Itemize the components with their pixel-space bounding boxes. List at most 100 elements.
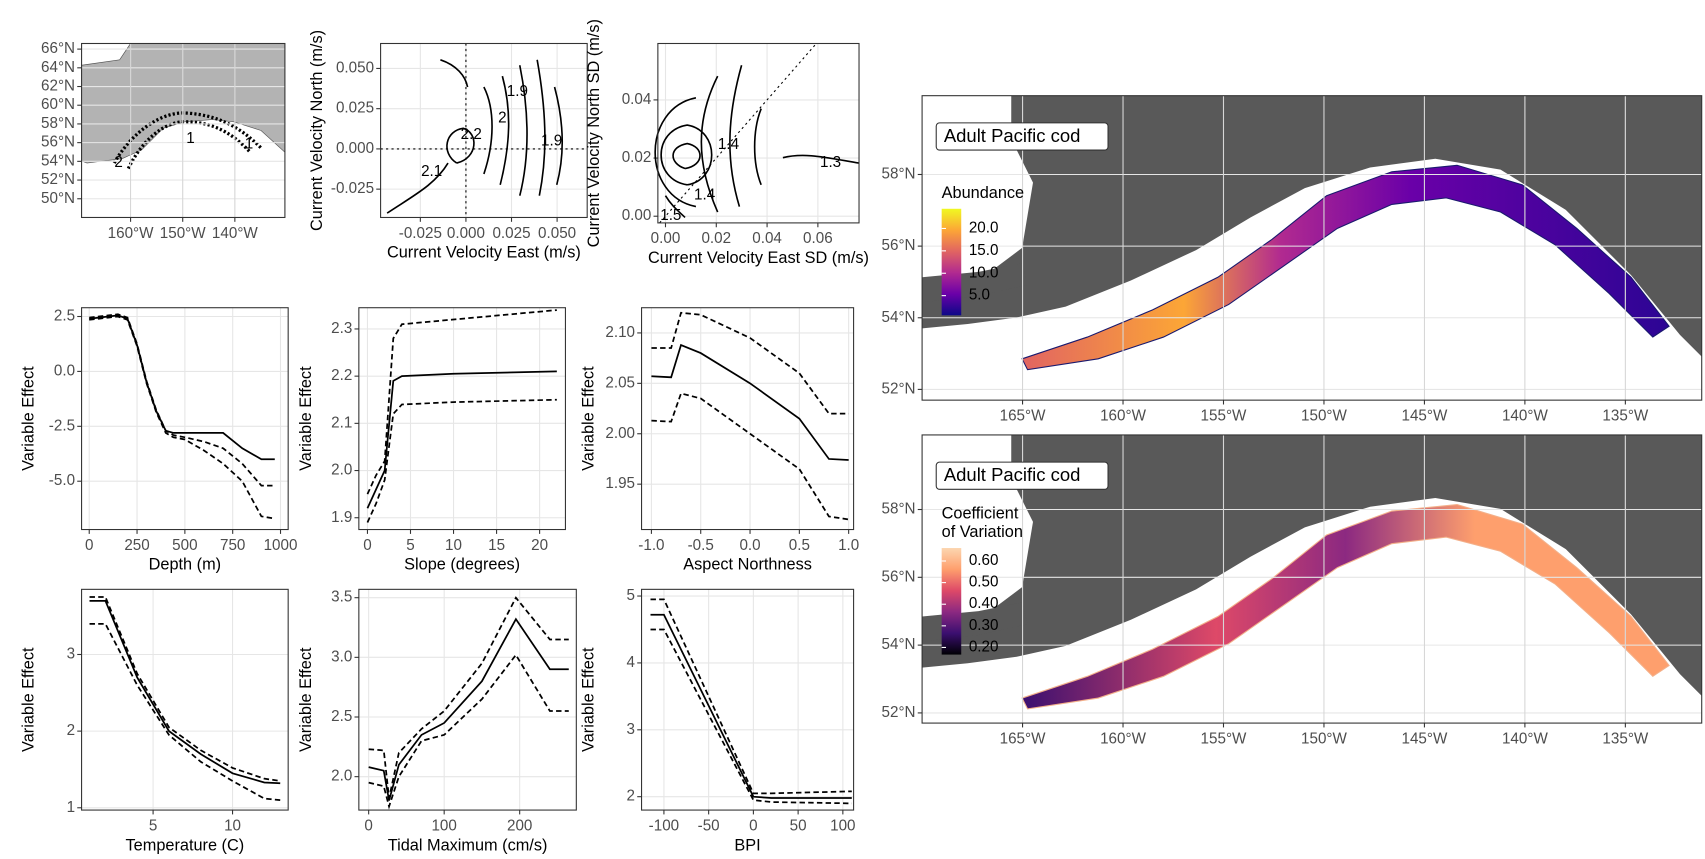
- x-tick-label: 20: [531, 537, 548, 554]
- contour-label: 1.9: [507, 83, 528, 100]
- plot-background: [641, 307, 854, 530]
- y-tick-label: 2.5: [54, 308, 75, 325]
- effect-line: [651, 392, 849, 521]
- x-tick-label: 250: [124, 537, 149, 554]
- x-tick-label: 5: [149, 817, 157, 834]
- y-tick-label: -2.5: [49, 417, 75, 434]
- y-tick-label: 2.00: [605, 425, 635, 442]
- panel: 165°W 160°W 155°W 150°W 145°W 140°W 135°W 58°N 5…: [882, 95, 1703, 424]
- x-tick-label: 0: [364, 817, 372, 834]
- x-tick-label: 140°W: [1502, 730, 1548, 747]
- x-tick-label: 145°W: [1402, 730, 1448, 747]
- x-tick-label: -0.025: [399, 225, 442, 242]
- plot-background: [641, 589, 854, 811]
- y-tick-label: 58°N: [882, 501, 916, 518]
- effect-line: [366, 398, 557, 523]
- effect-line: [368, 617, 569, 801]
- y-tick-label: 2.5: [331, 708, 352, 725]
- x-tick-label: -1.0: [638, 537, 664, 554]
- effect-line: [651, 343, 849, 461]
- contour-label: 2.2: [461, 126, 482, 143]
- y-tick-label: 0.00: [622, 207, 652, 224]
- effect-line: [89, 314, 275, 461]
- x-tick-label: 0.050: [538, 225, 576, 242]
- map-title: Adult Pacific cod: [944, 125, 1081, 146]
- x-tick-label: 140°W: [1502, 407, 1548, 424]
- x-tick-label: 0.5: [789, 537, 810, 554]
- y-tick-label: -0.025: [331, 180, 374, 197]
- x-tick-label: 0.000: [447, 225, 485, 242]
- contour-label: 1.4: [694, 187, 716, 204]
- y-axis-title: Variable Effect: [297, 366, 315, 471]
- plot-background: [657, 43, 860, 223]
- colorbar: [941, 548, 962, 655]
- panel: 5 10 1 2 3 Temperature (C) Variable Effect: [20, 588, 289, 854]
- contour-label: 1: [245, 136, 253, 153]
- y-axis-title: Current Velocity North (m/s): [308, 30, 326, 231]
- x-axis-title: Temperature (C): [126, 836, 245, 854]
- x-tick-label: 500: [172, 537, 197, 554]
- x-tick-label: 100: [431, 817, 456, 834]
- y-tick-label: 3: [627, 721, 635, 738]
- effect-line: [650, 598, 852, 795]
- y-tick-label: 5: [627, 587, 635, 604]
- velocity-contours: [386, 59, 564, 214]
- y-axis-title: Variable Effect: [580, 366, 598, 471]
- y-tick-label: 54°N: [41, 152, 75, 169]
- x-tick-label: 0.04: [752, 230, 782, 247]
- x-tick-label: 0.0: [739, 537, 760, 554]
- y-tick-label: 2.10: [605, 324, 635, 341]
- y-tick-label: 56°N: [882, 568, 916, 585]
- panel-border: [358, 307, 566, 531]
- panel-border: [641, 588, 855, 811]
- map-top-base: [922, 95, 1702, 401]
- effect-line: [89, 596, 281, 782]
- map-title-box: [935, 122, 1109, 151]
- x-tick-label: 140°W: [212, 225, 258, 242]
- y-tick-label: 60°N: [41, 96, 75, 113]
- colorbar: [941, 208, 962, 316]
- y-tick-label: 2.2: [331, 367, 352, 384]
- panel: 0 250 500 750 1000 2.5 0.0 -2.5 -5.0 Depth (m) Var…: [20, 307, 298, 574]
- y-tick-label: 2.0: [331, 768, 352, 785]
- y-tick-label: 0.04: [622, 91, 652, 108]
- x-tick-label: 150°W: [160, 225, 206, 242]
- x-tick-label: 15: [488, 537, 505, 554]
- contour-label: 1.4: [718, 136, 740, 153]
- y-tick-label: 2.05: [605, 374, 635, 391]
- contour-label: 2.1: [421, 163, 442, 180]
- colorbar-label: 0.30: [969, 617, 999, 634]
- x-tick-label: 1000: [264, 537, 298, 554]
- x-tick-label: 165°W: [1000, 407, 1046, 424]
- legend-title: Abundance: [942, 184, 1024, 202]
- x-tick-label: -0.5: [688, 537, 714, 554]
- x-tick-label: 0.06: [803, 230, 833, 247]
- panel: -1.0 -0.5 0.0 0.5 1.0 1.95 2.00 2.05 2.10 Aspect …: [580, 307, 859, 574]
- x-axis-title: Tidal Maximum (cm/s): [388, 836, 548, 854]
- y-tick-label: 2.0: [331, 462, 352, 479]
- panel: 0 100 200 2.0 2.5 3.0 3.5 Tidal Maximum (cm/s) V…: [297, 589, 577, 854]
- panel: 0.00 0.02 0.04 0.06 0.00 0.02 0.04 1.4 1.3 1.4 1.…: [585, 19, 869, 267]
- map-title-box: [935, 461, 1109, 490]
- panel: 0 5 10 15 20 1.9 2.0 2.1 2.2 2.3 Slope (degrees) Va…: [297, 307, 566, 574]
- y-tick-label: 4: [627, 654, 636, 671]
- x-tick-label: 750: [220, 537, 245, 554]
- panel-border: [921, 95, 1703, 401]
- x-tick-label: 160°W: [108, 225, 154, 242]
- y-tick-label: 54°N: [882, 636, 916, 653]
- y-tick-label: 66°N: [41, 40, 75, 57]
- y-tick-label: -5.0: [49, 472, 75, 489]
- map-bottom-base: [922, 434, 1702, 724]
- x-tick-label: 0.025: [492, 225, 530, 242]
- colorbar-label: 0.50: [969, 574, 999, 591]
- y-axis-title: Variable Effect: [580, 647, 598, 752]
- y-tick-label: 1.95: [605, 475, 635, 492]
- effect-line: [89, 599, 281, 785]
- panel-border: [81, 307, 289, 531]
- y-tick-label: 2: [67, 722, 75, 739]
- legend-title: of Variation: [942, 523, 1023, 541]
- x-tick-label: 1.0: [838, 537, 859, 554]
- y-tick-label: 0.025: [336, 100, 374, 117]
- y-tick-label: 50°N: [41, 190, 75, 207]
- x-tick-label: 100: [830, 817, 855, 834]
